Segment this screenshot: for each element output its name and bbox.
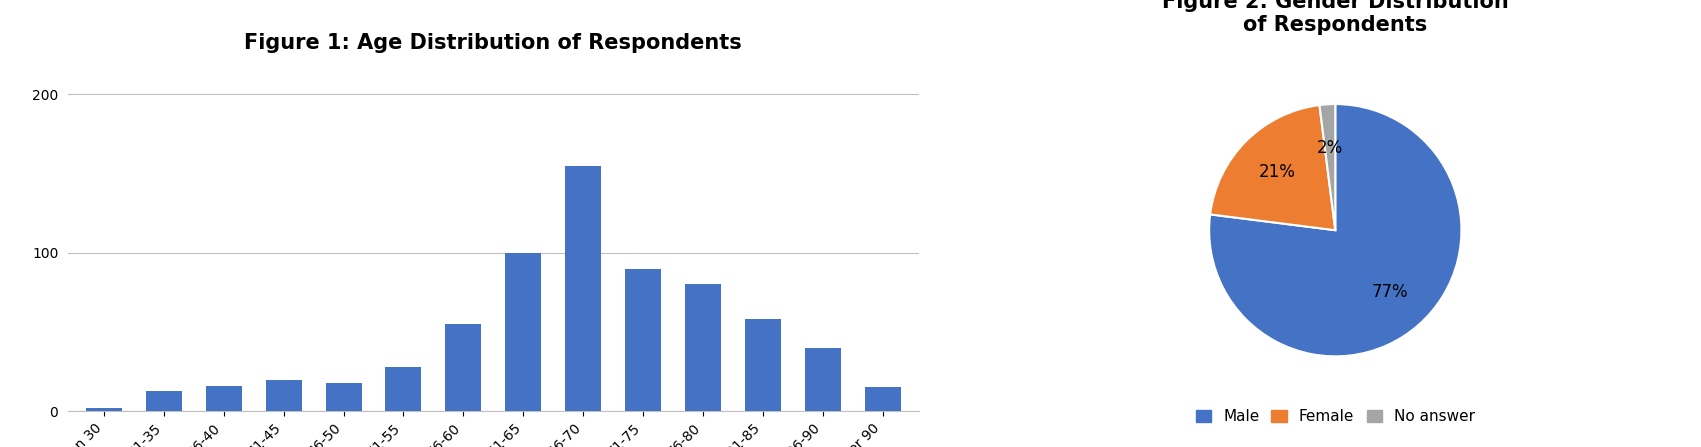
Bar <box>624 269 662 411</box>
Bar <box>325 383 362 411</box>
Text: 2%: 2% <box>1317 139 1344 157</box>
Legend: Male, Female, No answer: Male, Female, No answer <box>1189 403 1482 430</box>
Bar <box>864 388 900 411</box>
Wedge shape <box>1320 104 1335 230</box>
Bar <box>505 253 541 411</box>
Bar <box>206 386 242 411</box>
Wedge shape <box>1209 104 1461 356</box>
Title: Figure 1: Age Distribution of Respondents: Figure 1: Age Distribution of Respondent… <box>245 33 742 53</box>
Bar <box>446 324 481 411</box>
Bar <box>565 165 600 411</box>
Wedge shape <box>1209 105 1335 230</box>
Bar <box>146 391 182 411</box>
Text: 21%: 21% <box>1259 163 1296 181</box>
Bar <box>686 284 721 411</box>
Bar <box>265 380 301 411</box>
Bar <box>805 348 840 411</box>
Bar <box>745 319 781 411</box>
Bar <box>87 408 122 411</box>
Bar <box>386 367 422 411</box>
Text: 77%: 77% <box>1371 283 1408 301</box>
Title: Figure 2: Gender Distribution
of Respondents: Figure 2: Gender Distribution of Respond… <box>1162 0 1509 35</box>
